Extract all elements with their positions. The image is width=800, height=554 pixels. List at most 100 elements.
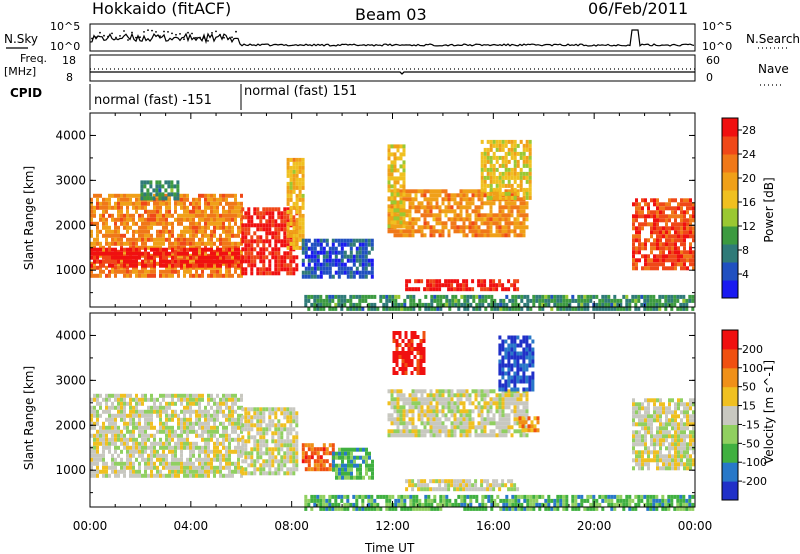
freq-tick-top: 18 xyxy=(62,54,76,67)
power-colorbar-tick-5: 24 xyxy=(742,148,756,161)
velocity-colorbar-swatch-7 xyxy=(722,348,738,369)
nsearch-tick-bottom: 10^0 xyxy=(702,40,732,53)
power-panel: 1000 2000 3000 4000 Slant Range [km] xyxy=(22,112,696,311)
nsky-panel: N.Sky 10^5 10^0 10^5 10^0 N.Search xyxy=(4,20,800,53)
power-region-6 xyxy=(387,144,406,229)
power-colorbar-swatch-7 xyxy=(722,154,738,173)
power-colorbar-swatch-0 xyxy=(722,280,738,299)
velocity-panel: 1000 2000 3000 4000 Slant Range [km] xyxy=(22,312,696,511)
power-colorbar-swatch-3 xyxy=(722,226,738,245)
velocity-colorbar-tick-4: -15 xyxy=(742,418,760,431)
velocity-colorbar-swatch-0 xyxy=(722,481,738,501)
cpid-segment-1: normal (fast) -151 xyxy=(94,93,212,108)
nsky-label: N.Sky xyxy=(4,32,38,46)
nave-tick-top: 60 xyxy=(706,54,720,67)
x-tick-labels: 00:00 04:00 08:00 12:00 16:00 20:00 00:00 xyxy=(73,519,713,533)
velocity-colorbar-label: Velocity [m s^-1] xyxy=(762,360,776,464)
freq-label: Freq. xyxy=(20,52,47,65)
x-tick-label-6: 00:00 xyxy=(678,519,713,533)
velocity-colorbar-swatch-6 xyxy=(722,367,738,388)
velocity-colorbar-tick-0: 200 xyxy=(742,343,763,356)
power-colorbar-swatch-9 xyxy=(722,118,738,137)
velocity-colorbar: 200 100 50 15 -15 -50 -100 -200 Velocity [m s^-… xyxy=(721,329,776,501)
power-colorbar-swatch-2 xyxy=(722,244,738,263)
velocity-colorbar-tick-7: -200 xyxy=(742,475,767,488)
velocity-region-3 xyxy=(332,447,374,480)
power-region-1 xyxy=(90,247,243,268)
cpid-segment-2: normal (fast) 151 xyxy=(244,84,357,99)
x-tick-label-3: 12:00 xyxy=(375,519,410,533)
velocity-region-2 xyxy=(301,443,335,472)
nsky-trace xyxy=(89,29,695,47)
freq-panel: Freq. [MHz] 18 8 60 0 Nave xyxy=(4,52,789,86)
power-data xyxy=(90,139,695,311)
velocity-ytick-label-2: 3000 xyxy=(55,373,86,387)
power-colorbar: 4 8 12 16 20 24 28 Power [dB] xyxy=(721,117,776,299)
power-x-ticks xyxy=(89,113,696,307)
velocity-region-9 xyxy=(632,398,695,471)
x-tick-label-5: 20:00 xyxy=(577,519,612,533)
velocity-region-10 xyxy=(518,416,540,433)
velocity-y-label: Slant Range [km] xyxy=(22,366,36,470)
velocity-region-8 xyxy=(304,494,695,511)
power-colorbar-swatch-1 xyxy=(722,262,738,281)
power-region-9 xyxy=(304,294,695,311)
velocity-colorbar-swatch-1 xyxy=(722,462,738,482)
freq-unit-label: [MHz] xyxy=(4,65,36,78)
velocity-ytick-label-3: 4000 xyxy=(55,328,86,342)
freq-tick-bottom: 8 xyxy=(66,71,73,84)
power-colorbar-swatch-6 xyxy=(722,172,738,191)
station-title: Hokkaido (fitACF) xyxy=(92,0,231,18)
power-colorbar-tick-6: 28 xyxy=(742,124,756,137)
power-colorbar-tick-1: 8 xyxy=(742,244,749,257)
velocity-colorbar-swatch-5 xyxy=(722,386,738,407)
cpid-panel: CPID normal (fast) -151 normal (fast) 15… xyxy=(10,84,357,110)
power-colorbar-swatch-8 xyxy=(722,136,738,155)
velocity-colorbar-tick-6: -100 xyxy=(742,456,767,469)
velocity-data xyxy=(90,331,695,511)
velocity-region-6 xyxy=(498,335,535,392)
velocity-colorbar-swatch-2 xyxy=(722,443,738,463)
velocity-region-1 xyxy=(241,407,299,476)
velocity-colorbar-tick-2: 50 xyxy=(742,381,756,394)
velocity-x-ticks xyxy=(89,313,696,507)
power-region-3 xyxy=(286,157,305,250)
velocity-colorbar-swatch-3 xyxy=(722,424,738,444)
power-region-10 xyxy=(632,198,695,271)
velocity-colorbar-swatch-4 xyxy=(722,405,738,425)
x-axis-label: Time UT xyxy=(364,541,415,554)
velocity-region-4 xyxy=(387,389,529,438)
nave-tick-bottom: 0 xyxy=(706,71,713,84)
power-region-8 xyxy=(405,279,520,292)
power-ytick-label-2: 3000 xyxy=(55,173,86,187)
power-colorbar-swatch-5 xyxy=(722,190,738,209)
power-region-11 xyxy=(140,180,180,201)
power-y-label: Slant Range [km] xyxy=(22,166,36,270)
power-ytick-label-1: 2000 xyxy=(55,218,86,232)
velocity-region-5 xyxy=(392,331,426,375)
beam-title: Beam 03 xyxy=(355,5,427,24)
power-colorbar-tick-0: 4 xyxy=(742,268,749,281)
velocity-colorbar-tick-3: 15 xyxy=(742,400,756,413)
velocity-ytick-label-0: 1000 xyxy=(55,463,86,477)
date-title: 06/Feb/2011 xyxy=(588,0,688,18)
x-tick-label-2: 08:00 xyxy=(274,519,309,533)
velocity-colorbar-tick-1: 100 xyxy=(742,362,763,375)
nsearch-tick-top: 10^5 xyxy=(702,20,732,33)
nsky-tick-top: 10^5 xyxy=(50,20,80,33)
power-y-axis: 1000 2000 3000 4000 xyxy=(55,128,695,294)
power-region-4 xyxy=(301,238,374,279)
freq-trace xyxy=(90,71,695,75)
velocity-ytick-label-1: 2000 xyxy=(55,418,86,432)
power-colorbar-tick-4: 20 xyxy=(742,172,756,185)
power-colorbar-tick-2: 12 xyxy=(742,220,756,233)
velocity-colorbar-swatch-8 xyxy=(722,330,738,350)
power-colorbar-label: Power [dB] xyxy=(762,177,776,242)
power-region-7 xyxy=(480,139,532,200)
velocity-region-0 xyxy=(90,393,243,478)
power-colorbar-tick-3: 16 xyxy=(742,196,756,209)
nsearch-label: N.Search xyxy=(746,32,800,46)
nsky-tick-bottom: 10^0 xyxy=(50,40,80,53)
velocity-y-axis: 1000 2000 3000 4000 xyxy=(55,328,695,494)
